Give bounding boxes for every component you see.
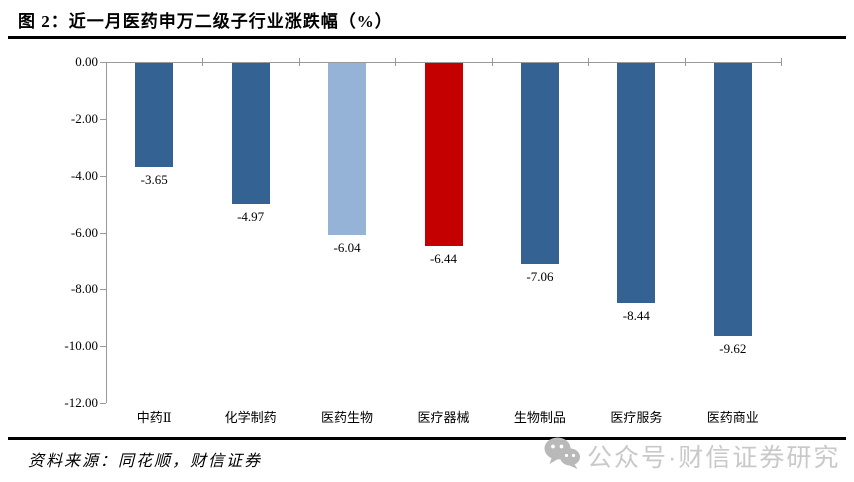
bar-value-label: -3.65 [140,172,168,187]
category-tick [202,58,204,66]
y-axis-tick [100,232,106,234]
y-axis-tick [100,175,106,177]
y-axis-tick-label: -8.00 [70,281,98,297]
figure-title: 图 2：近一月医药申万二级子行业涨跌幅（%） [18,12,393,31]
bar [135,63,174,167]
bar-value-label: -6.04 [333,240,361,255]
watermark-text: 公众号·财信证券研究 [587,443,841,472]
category-tick [588,58,590,66]
bar [713,63,752,336]
y-axis-tick-label: -12.00 [64,395,98,410]
footer-rule [8,437,846,440]
x-axis-category-label: 化学制药 [224,410,277,425]
y-axis-tick-label: -6.00 [70,224,98,240]
bar-value-label: -7.06 [526,269,554,284]
bar [231,63,270,204]
y-axis-tick-label: -10.00 [64,338,98,354]
wechat-icon [543,436,581,475]
y-axis-tick-label: -2.00 [70,110,98,126]
x-axis-category-label: 生物制品 [513,410,566,425]
x-axis-category-label: 医疗器械 [417,410,470,425]
y-axis-tick [100,403,106,404]
bar-value-label: -4.97 [237,209,265,224]
source-note: 资料来源：同花顺，财信证券 [28,453,263,470]
bar [328,63,367,235]
x-axis-category-label: 医药生物 [321,410,374,425]
category-tick [781,58,782,66]
y-axis-tick-label: 0.00 [75,54,98,69]
x-axis-line [106,62,781,63]
category-tick [395,58,397,66]
y-axis-tick [100,346,106,348]
bar-value-label: -6.44 [429,251,458,266]
category-tick [684,58,686,66]
y-axis-tick-label: -4.00 [70,167,98,183]
category-tick [491,58,493,66]
bar [617,63,656,303]
title-rule [8,36,846,39]
bar-value-label: -9.62 [719,341,747,356]
bar [424,63,463,246]
x-axis-category-label: 医疗服务 [610,410,663,425]
watermark: 公众号·财信证券研究 [543,436,840,475]
x-axis-category-label: 中药Ⅱ [136,410,172,425]
y-axis-tick [100,118,106,120]
category-tick [298,58,300,66]
bar-value-label: -8.44 [622,308,650,323]
y-axis-tick [100,62,106,63]
x-axis-category-label: 医药商业 [706,410,759,425]
bar [520,63,559,264]
y-axis-line [106,62,107,403]
y-axis-tick [100,289,106,291]
